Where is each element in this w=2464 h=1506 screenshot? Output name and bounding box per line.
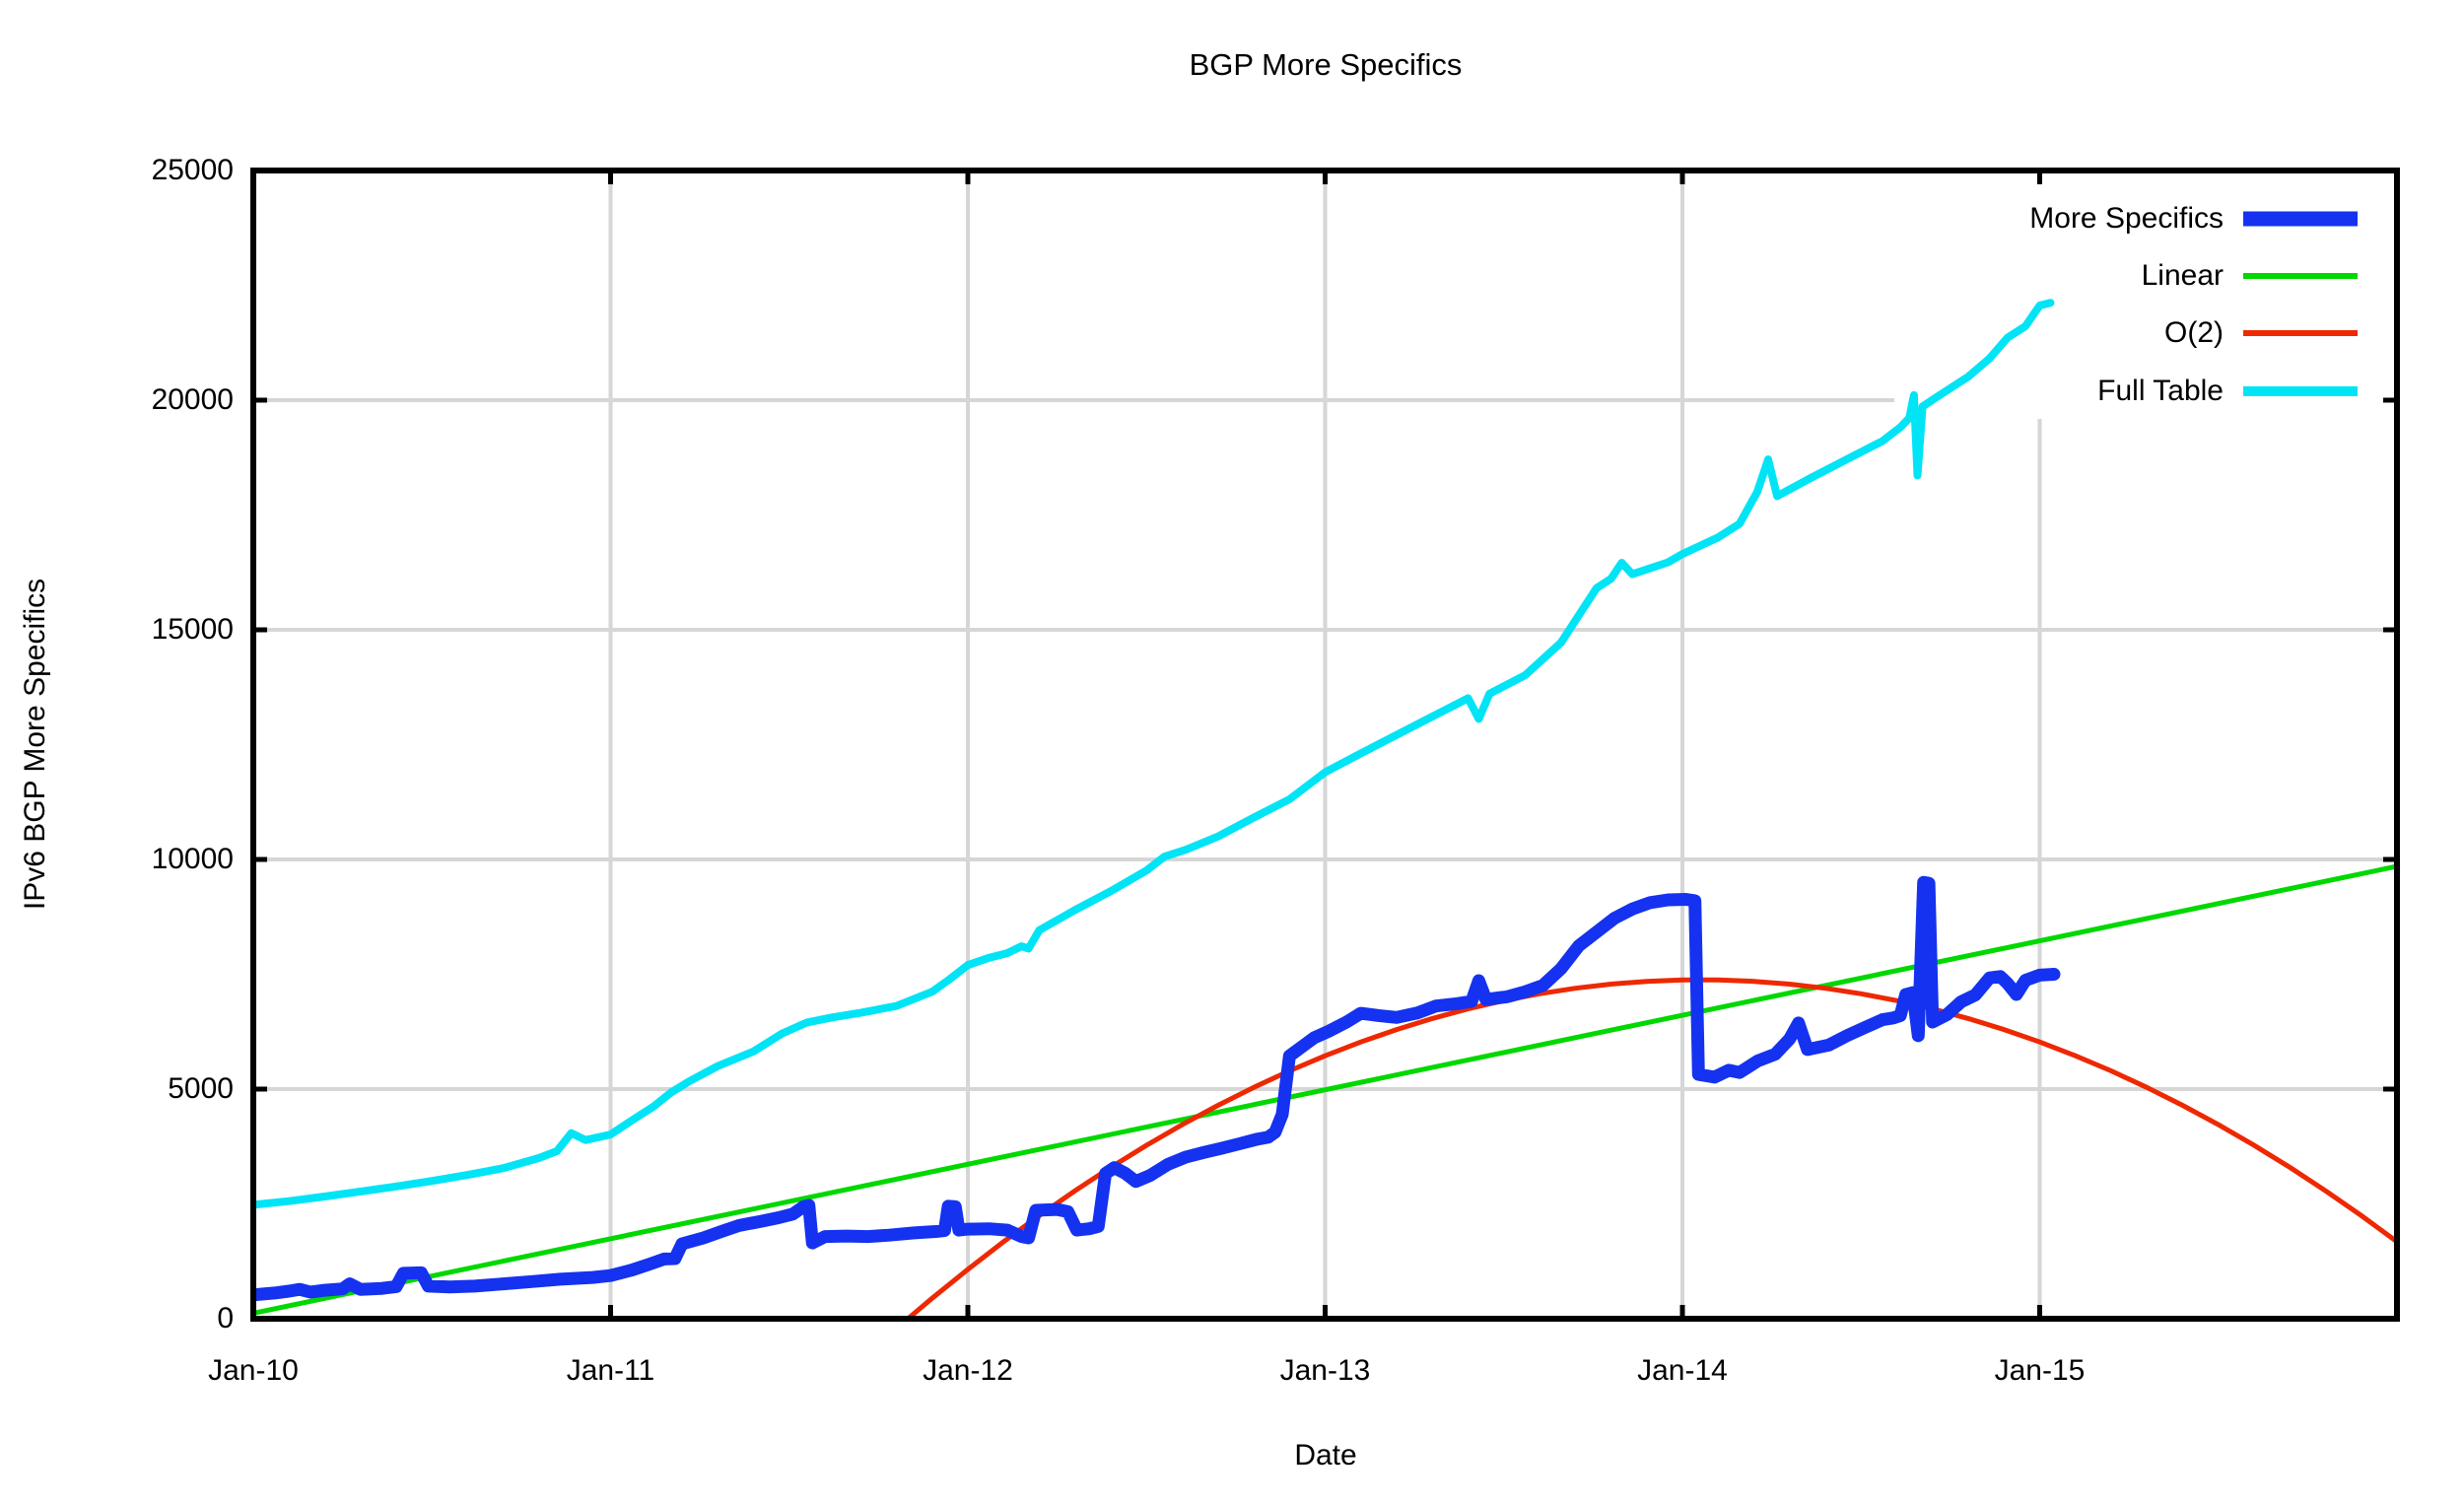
x-tick-label-Jan-15: Jan-15 [1994,1354,2086,1387]
series-full-table [253,299,2055,1209]
legend-label-full-table: Full Table [2097,375,2224,407]
x-tick-label-Jan-13: Jan-13 [1279,1354,1371,1387]
series-linear [253,863,2397,1316]
series-o-2- [905,977,2397,1319]
x-tick-label-Jan-12: Jan-12 [923,1354,1013,1387]
y-tick-label-5000: 5000 [168,1072,234,1105]
y-tick-label-0: 0 [217,1302,234,1335]
chart-title: BGP More Specifics [1189,47,1463,82]
x-tick-label-Jan-11: Jan-11 [566,1354,655,1387]
x-tick-label-Jan-10: Jan-10 [208,1354,299,1387]
y-tick-label-25000: 25000 [151,154,234,186]
y-tick-label-15000: 15000 [151,613,234,646]
legend-swatches [2243,211,2358,396]
y-axis-label: IPv6 BGP More Specifics [19,578,51,911]
data-series [253,299,2397,1319]
legend-label-linear: Linear [2141,259,2224,292]
legend-label-o-2-: O(2) [2164,316,2224,349]
series-more-specifics [253,875,2061,1302]
x-tick-label-Jan-14: Jan-14 [1637,1354,1728,1387]
x-axis-label: Date [1294,1439,1357,1472]
tick-marks [250,168,2397,1322]
y-tick-label-10000: 10000 [151,843,234,875]
y-tick-label-20000: 20000 [151,383,234,416]
legend-label-more-specifics: More Specifics [2029,202,2224,235]
